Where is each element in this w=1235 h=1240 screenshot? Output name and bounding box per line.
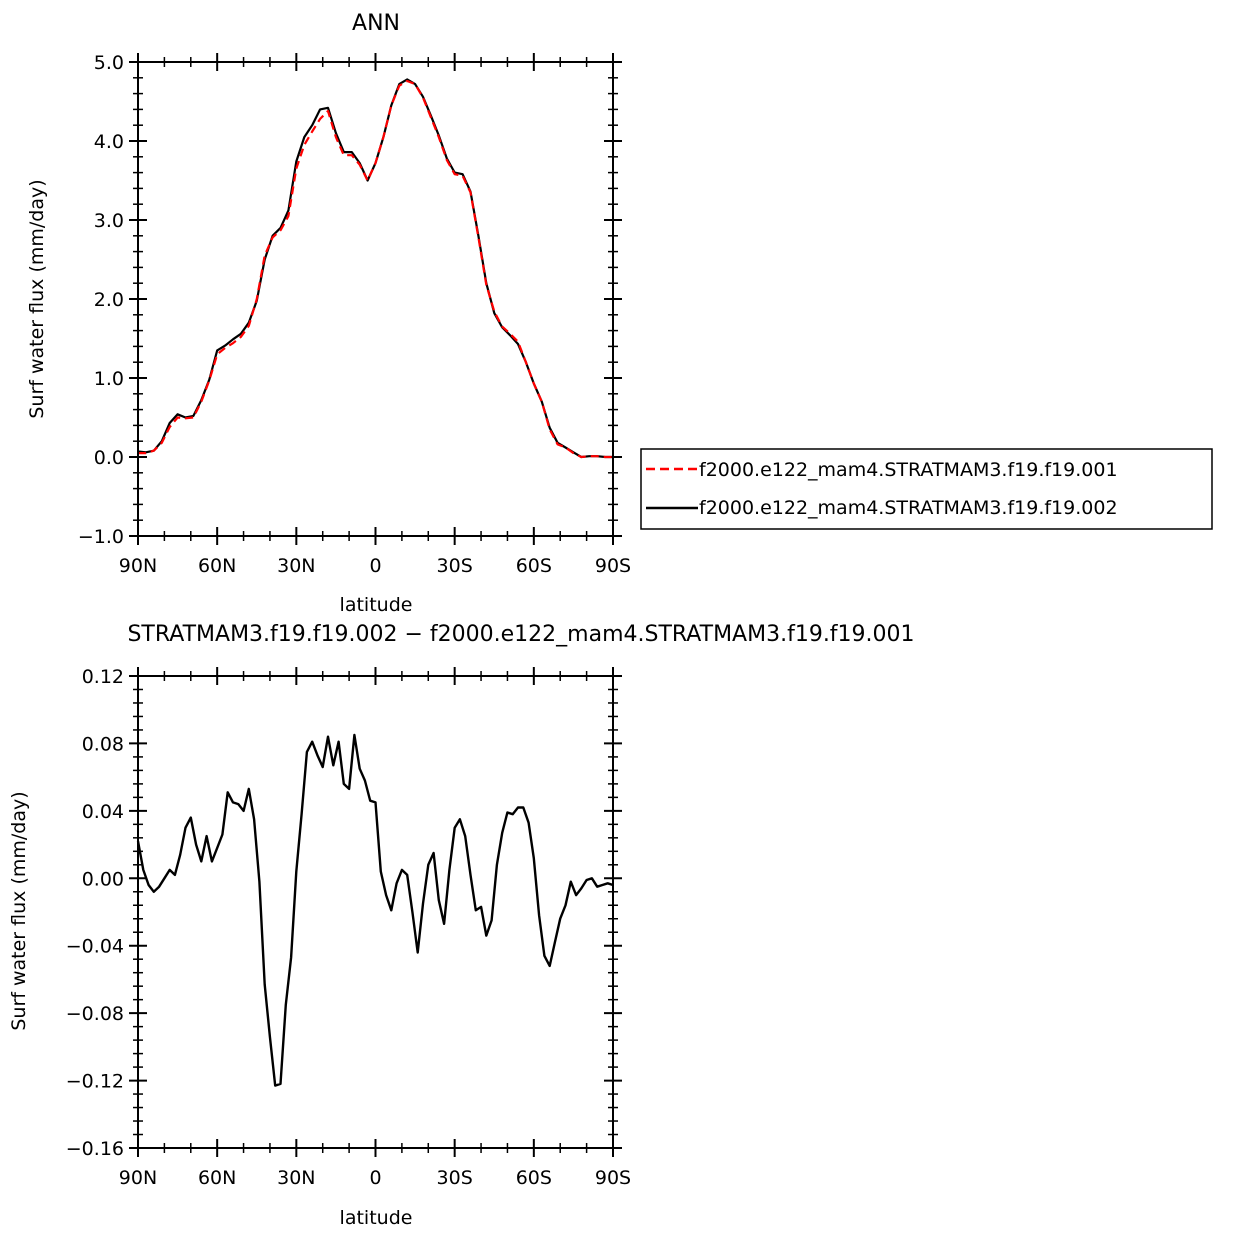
bottom-x-tick-label: 90S	[595, 1167, 631, 1189]
bottom-plot-frame	[137, 675, 614, 1149]
bottom-y-axis-title: Surf water flux (mm/day)	[8, 791, 30, 1030]
bottom-plot-title: STRATMAM3.f19.f19.002 − f2000.e122_mam4.…	[127, 622, 914, 647]
bottom-x-tick-label: 60N	[198, 1167, 236, 1189]
top-x-tick-label: 90S	[595, 555, 631, 577]
top-x-tick-label: 0	[369, 555, 381, 577]
top-series-line-1	[138, 79, 613, 459]
top-series-lines	[137, 78, 613, 459]
bottom-y-tick-label: 0.08	[82, 733, 124, 755]
legend-label-002: f2000.e122_mam4.STRATMAM3.f19.f19.002	[699, 497, 1118, 519]
top-plot-title: ANN	[352, 11, 400, 36]
bottom-y-tick-label: −0.08	[66, 1003, 124, 1025]
bottom-x-axis-title: latitude	[340, 1207, 413, 1229]
top-y-tick-label: 3.0	[94, 210, 124, 232]
bottom-series-lines	[136, 733, 614, 1087]
top-y-tick-label: 1.0	[94, 368, 124, 390]
bottom-panel: STRATMAM3.f19.f19.002 − f2000.e122_mam4.…	[8, 622, 915, 1229]
bottom-y-tick-label: 0.00	[82, 868, 124, 890]
top-x-tick-label: 30N	[277, 555, 315, 577]
bottom-y-tick-label: −0.12	[66, 1071, 124, 1093]
top-y-tick-label: 4.0	[94, 131, 124, 153]
legend-label-001: f2000.e122_mam4.STRATMAM3.f19.f19.001	[699, 459, 1118, 481]
top-y-tick-label: 5.0	[94, 52, 124, 74]
bottom-x-tick-label: 30N	[277, 1167, 315, 1189]
bottom-axis-ticks: 90N 60N 30N 0 30S 60S 90S −0.16 −0.12 −0.08 −0.04 0…	[66, 666, 631, 1189]
bottom-x-tick-label: 60S	[516, 1167, 552, 1189]
top-y-tick-label: 0.0	[94, 447, 124, 469]
top-panel: ANN latitude Surf water flux (mm/day) 90…	[26, 11, 631, 616]
top-plot-frame	[137, 61, 614, 537]
legend-box	[640, 448, 1213, 530]
bottom-x-tick-label: 90N	[119, 1167, 157, 1189]
top-x-tick-label: 30S	[437, 555, 473, 577]
top-x-tick-label: 60N	[198, 555, 236, 577]
bottom-x-tick-label: 0	[369, 1167, 381, 1189]
top-y-tick-label: −1.0	[78, 526, 124, 548]
bottom-y-tick-label: 0.12	[82, 666, 124, 688]
bottom-y-tick-label: −0.16	[66, 1138, 124, 1160]
bottom-y-tick-label: 0.04	[82, 801, 124, 823]
top-x-axis-title: latitude	[340, 594, 413, 616]
top-x-tick-label: 60S	[516, 555, 552, 577]
top-y-axis-title: Surf water flux (mm/day)	[26, 179, 48, 418]
bottom-series-line-1	[136, 733, 614, 1087]
legend: f2000.e122_mam4.STRATMAM3.f19.f19.001 f2…	[640, 448, 1213, 530]
top-y-tick-label: 2.0	[94, 289, 124, 311]
top-axis-ticks: 90N 60N 30N 0 30S 60S 90S −1.0 0.0 1.0 2.0 3.0 4.0 5.…	[78, 52, 631, 577]
bottom-y-tick-label: −0.04	[66, 936, 124, 958]
bottom-x-tick-label: 30S	[437, 1167, 473, 1189]
top-x-tick-label: 90N	[119, 555, 157, 577]
